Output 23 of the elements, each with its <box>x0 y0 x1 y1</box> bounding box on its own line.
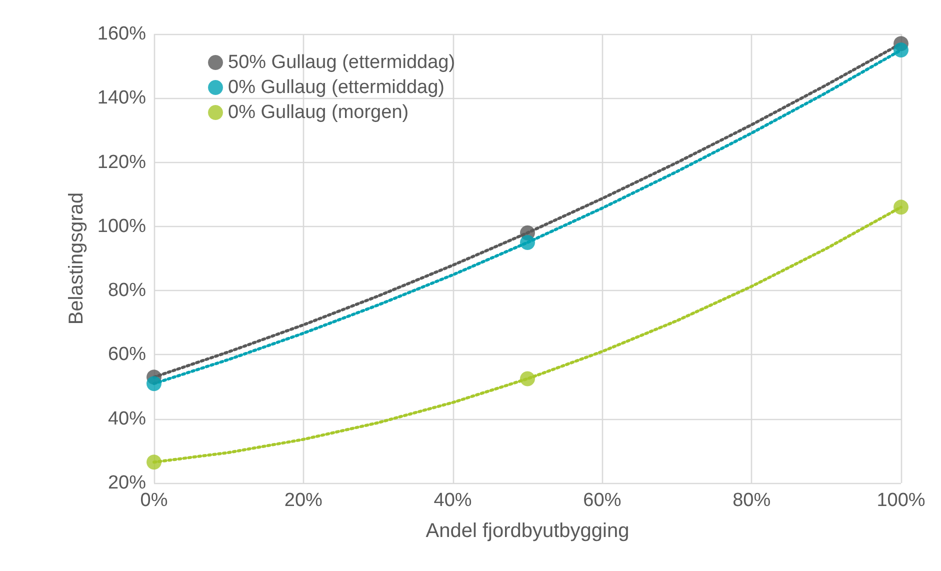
legend-label: 0% Gullaug (morgen) <box>228 102 409 123</box>
x-tick-label: 100% <box>876 490 926 511</box>
point <box>520 371 535 386</box>
x-axis-title: Andel fjordbyutbygging <box>426 520 630 542</box>
point <box>520 234 535 250</box>
x-tick-label: 20% <box>284 490 323 511</box>
x-tick-label: 40% <box>434 490 472 511</box>
x-tick-label: 80% <box>732 490 771 511</box>
point <box>894 200 908 215</box>
y-tick-label: 40% <box>108 408 146 430</box>
point <box>146 376 162 392</box>
x-tick-label: 60% <box>583 490 622 511</box>
y-axis-title: Belastingsgrad <box>66 192 88 325</box>
legend-label: 0% Gullaug (ettermiddag) <box>228 77 444 98</box>
y-tick-label: 60% <box>108 344 146 366</box>
y-tick-label: 80% <box>108 280 146 302</box>
y-tick-label: 140% <box>97 88 146 109</box>
point <box>146 454 162 470</box>
legend-label: 50% Gullaug (ettermiddag) <box>228 52 456 73</box>
y-tick-label: 100% <box>97 216 146 237</box>
point <box>894 42 908 58</box>
y-tick-label: 120% <box>97 152 146 173</box>
y-tick-label: 160% <box>97 24 146 44</box>
